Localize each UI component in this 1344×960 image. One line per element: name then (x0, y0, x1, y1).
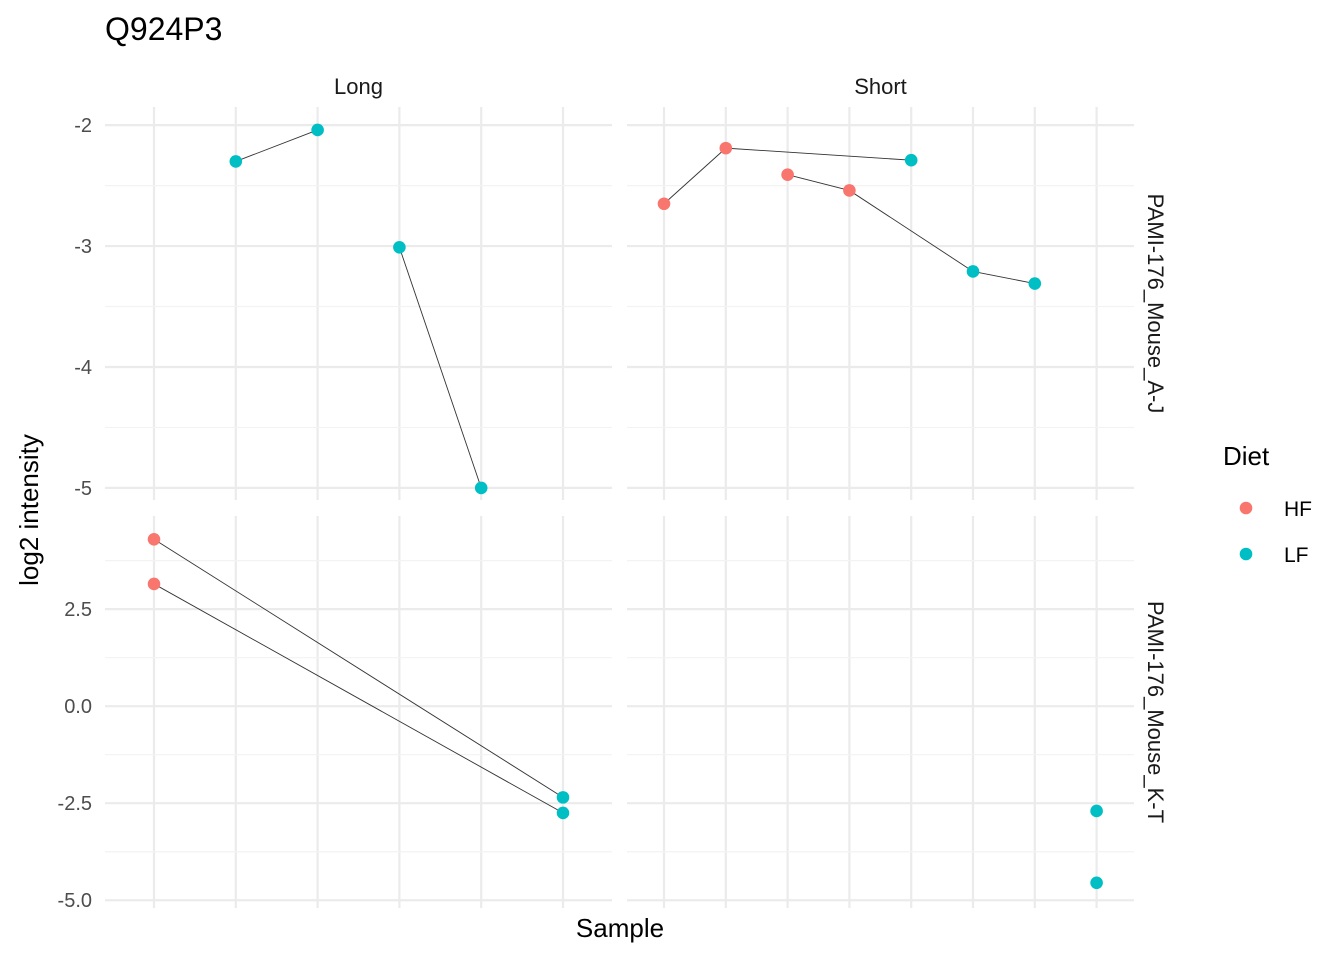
y-tick-label: 2.5 (64, 599, 92, 621)
connector-line (153, 583, 564, 814)
data-point-lf (1090, 804, 1103, 818)
connector-line (153, 538, 564, 798)
y-tick-label: -2.5 (58, 793, 92, 815)
facet-strip-label: PAMI-176_Mouse_K-T (1143, 601, 1168, 823)
y-tick-label: -3 (74, 236, 92, 258)
legend-label: HF (1284, 498, 1312, 521)
data-point-lf (1028, 277, 1042, 290)
panels-layer: -2 -3 -4 -5 2.5 0.0 -2.5 -5.0 (58, 107, 1134, 912)
y-tick-label: -4 (74, 357, 92, 379)
y-tick-label: -5 (74, 478, 92, 500)
data-point-hf (147, 532, 161, 546)
data-point-hf (719, 141, 733, 155)
legend-label: LF (1284, 544, 1309, 567)
chart-title: Q924P3 (105, 11, 222, 47)
panel (627, 107, 1134, 500)
connector-line (972, 271, 1035, 284)
connector-line (725, 147, 912, 161)
connector-line (235, 129, 318, 162)
data-point-lf (556, 791, 570, 804)
legend: Diet HF LF (1223, 441, 1312, 567)
data-point-lf (474, 481, 488, 495)
data-point-hf (147, 577, 161, 591)
data-point-hf (843, 184, 856, 197)
data-point-lf (1090, 876, 1103, 890)
facet-strip-label: Short (854, 74, 907, 99)
legend-title: Diet (1223, 441, 1270, 471)
strips-layer: Long Short PAMI-176_Mouse_A-J PAMI-176_Mous… (334, 74, 1168, 823)
data-point-hf (657, 197, 671, 211)
y-axis-title: log2 intensity (14, 434, 44, 586)
connector-line (663, 147, 727, 205)
legend-key-lf (1239, 547, 1253, 561)
x-axis-title: Sample (576, 913, 664, 943)
connector-line (398, 247, 482, 489)
data-point-lf (229, 155, 243, 168)
facet-strip-label: Long (334, 74, 383, 99)
data-point-lf (311, 123, 324, 137)
y-tick-label: -5.0 (58, 890, 92, 912)
data-point-lf (966, 265, 980, 278)
y-tick-label: -2 (74, 115, 92, 137)
legend-key-hf (1239, 501, 1253, 515)
connector-line (787, 174, 850, 191)
connector-line (849, 190, 974, 272)
data-point-lf (393, 240, 406, 254)
data-point-lf (904, 153, 918, 167)
facet-strip-label: PAMI-176_Mouse_A-J (1143, 194, 1168, 414)
data-point-hf (781, 168, 794, 182)
panel: 2.5 0.0 -2.5 -5.0 (58, 516, 612, 912)
data-point-lf (556, 806, 570, 820)
y-tick-label: 0.0 (64, 696, 92, 718)
panel: -2 -3 -4 -5 (74, 107, 612, 500)
panel (627, 516, 1134, 908)
